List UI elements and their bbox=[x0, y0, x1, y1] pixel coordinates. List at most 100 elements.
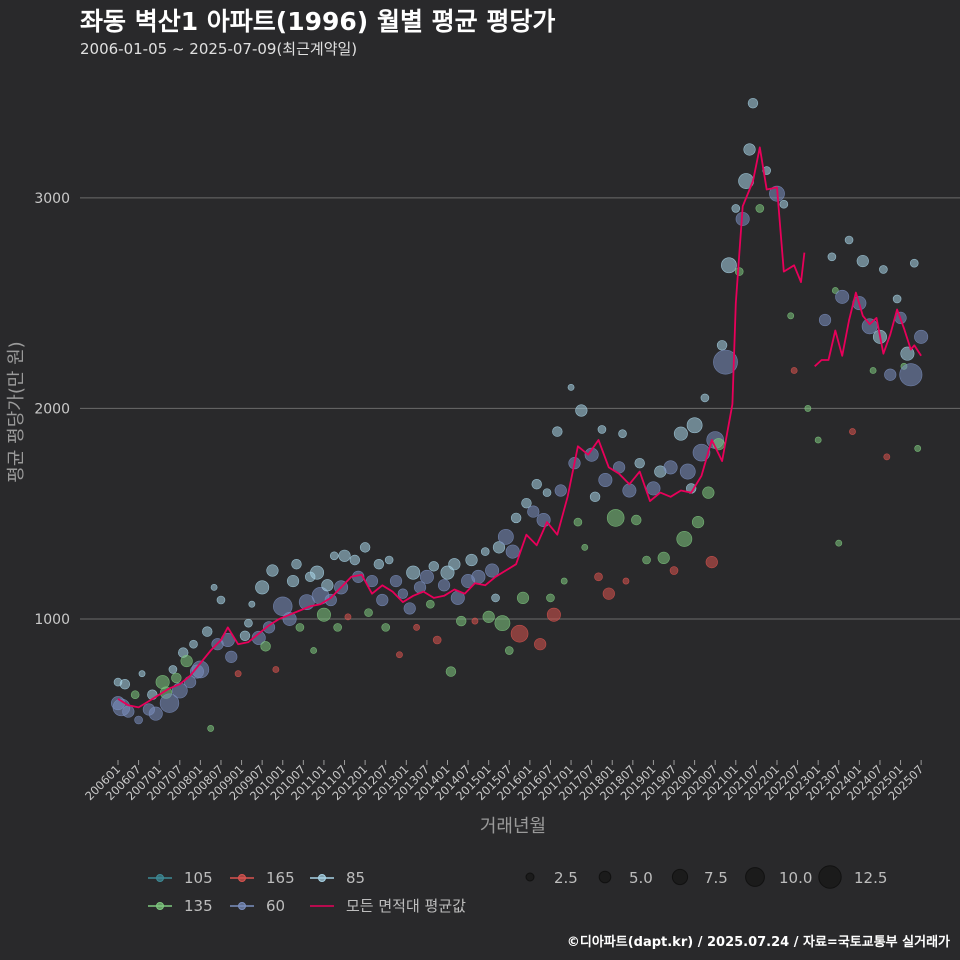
legend-label: 60 bbox=[266, 897, 285, 915]
size-legend-label: 5.0 bbox=[629, 869, 653, 887]
scatter-point bbox=[349, 554, 361, 566]
scatter-point bbox=[216, 595, 226, 605]
scatter-point bbox=[494, 615, 511, 632]
scatter-point bbox=[272, 666, 280, 673]
y-tick-labels: 1000 2000 3000 bbox=[34, 191, 70, 628]
scatter-point bbox=[456, 615, 467, 627]
scatter-point bbox=[521, 497, 532, 509]
scatter-point bbox=[406, 565, 421, 580]
scatter-point bbox=[692, 443, 711, 462]
scatter-point bbox=[389, 574, 403, 588]
scatter-point bbox=[705, 556, 718, 569]
chart-title: 좌동 벽산1 아파트(1996) 월별 평균 평당가 bbox=[80, 7, 556, 36]
scatter-point bbox=[879, 265, 888, 274]
legend-label: 135 bbox=[184, 897, 213, 915]
scatter-point bbox=[403, 602, 416, 615]
scatter-point bbox=[716, 340, 728, 351]
scatter-point bbox=[691, 516, 705, 529]
scatter-point bbox=[856, 254, 869, 268]
size-legend-label: 10.0 bbox=[779, 869, 812, 887]
scatter-point bbox=[364, 608, 373, 617]
x-axis-title: 거래년월 bbox=[480, 816, 546, 837]
scatter-point bbox=[831, 287, 839, 294]
scatter-point bbox=[329, 551, 339, 561]
legend-label: 105 bbox=[184, 869, 213, 887]
scatter-point bbox=[413, 623, 421, 631]
scatter-point bbox=[510, 512, 522, 524]
scatter-point bbox=[560, 577, 568, 585]
scatter-point bbox=[731, 204, 741, 213]
scatter-point bbox=[534, 638, 547, 651]
scatter-point bbox=[779, 199, 789, 209]
source-caption: ©디아파트(dapt.kr) / 2025.07.24 / 자료=국토교통부 실… bbox=[566, 935, 950, 950]
size-legend-label: 2.5 bbox=[554, 869, 578, 887]
grid-lines bbox=[80, 197, 960, 620]
scatter-point bbox=[482, 610, 495, 623]
scatter-points bbox=[111, 97, 929, 732]
scatter-point bbox=[743, 143, 756, 156]
scatter-point bbox=[552, 426, 563, 437]
scatter-point bbox=[700, 393, 710, 403]
scatter-point bbox=[914, 329, 929, 344]
scatter-point bbox=[189, 639, 198, 649]
scatter-point bbox=[606, 509, 625, 527]
scatter-point bbox=[827, 252, 837, 262]
scatter-point bbox=[849, 428, 856, 435]
scatter-point bbox=[721, 257, 737, 274]
x-tick-labels: 2006012006072007012007072008012008072009… bbox=[82, 760, 926, 803]
scatter-point bbox=[505, 544, 520, 559]
scatter-point bbox=[239, 630, 251, 641]
scatter-point bbox=[598, 472, 613, 487]
scatter-point bbox=[686, 417, 703, 434]
scatter-point bbox=[602, 587, 615, 600]
scatter-point bbox=[835, 289, 850, 304]
scatter-point bbox=[622, 577, 630, 585]
scatter-point bbox=[432, 635, 442, 645]
scatter-point bbox=[510, 624, 529, 643]
scatter-point bbox=[594, 572, 603, 582]
size-legend-label: 7.5 bbox=[704, 869, 728, 887]
scatter-point bbox=[581, 543, 589, 551]
scatter-point bbox=[567, 383, 575, 391]
scatter-point bbox=[202, 626, 213, 637]
scatter-point bbox=[542, 488, 552, 497]
scatter-point bbox=[657, 551, 670, 564]
scatter-point bbox=[376, 593, 389, 607]
size-legend-circle bbox=[818, 865, 842, 889]
chart-subtitle: 2006-01-05 ~ 2025-07-09(최근계약일) bbox=[80, 40, 358, 58]
scatter-point bbox=[437, 579, 451, 592]
scatter-point bbox=[790, 367, 798, 374]
scatter-point bbox=[597, 425, 607, 434]
legend-label: 85 bbox=[346, 869, 365, 887]
legend: 105 135 165 60 85 모든 면적대 평균값 2.5 5.0 7.5 10.0 12.5 bbox=[148, 865, 887, 915]
scatter-point bbox=[804, 405, 812, 412]
average-line bbox=[814, 291, 922, 367]
scatter-point bbox=[673, 426, 688, 441]
scatter-point bbox=[835, 539, 843, 547]
scatter-point bbox=[634, 457, 645, 469]
scatter-point bbox=[471, 569, 486, 584]
scatter-point bbox=[755, 204, 765, 213]
scatter-point bbox=[497, 528, 514, 545]
scatter-point bbox=[210, 583, 218, 591]
scatter-point bbox=[191, 660, 210, 679]
scatter-point bbox=[869, 367, 877, 374]
scatter-point bbox=[291, 559, 302, 570]
scatter-point bbox=[818, 313, 832, 327]
scatter-point bbox=[234, 670, 242, 678]
scatter-point bbox=[396, 651, 403, 659]
scatter-point bbox=[554, 484, 567, 497]
legend-key-dot bbox=[318, 874, 326, 882]
scatter-point bbox=[584, 447, 599, 462]
scatter-point bbox=[426, 599, 435, 609]
scatter-point bbox=[134, 715, 143, 725]
scatter-point bbox=[122, 705, 135, 718]
scatter-point bbox=[734, 267, 744, 276]
scatter-point bbox=[310, 565, 325, 580]
scatter-point bbox=[359, 542, 371, 553]
legend-key-dot bbox=[238, 902, 246, 910]
scatter-point bbox=[168, 665, 178, 674]
scatter-point bbox=[669, 566, 679, 575]
y-tick-label: 3000 bbox=[34, 191, 70, 207]
